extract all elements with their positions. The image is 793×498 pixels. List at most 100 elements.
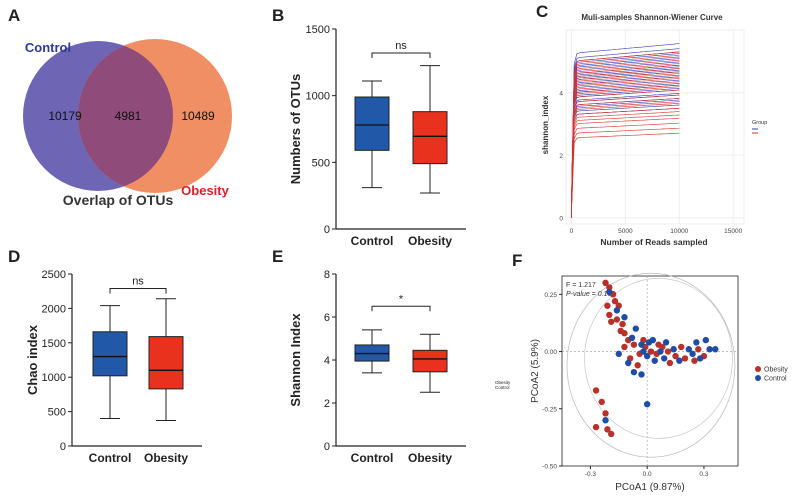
rarefaction-curve-control — [571, 74, 680, 218]
significance-label-b: ns — [395, 40, 407, 52]
rarefaction-curve-obesity — [571, 81, 680, 218]
venn-count-control: 10179 — [48, 109, 82, 123]
chart-title-c: Muli-samples Shannon-Wiener Curve — [581, 13, 723, 22]
scatter-point-control — [602, 417, 609, 424]
tick-label-y-d: 500 — [48, 407, 66, 419]
scatter-point-obesity — [602, 410, 609, 417]
scatter-point-control — [638, 341, 645, 348]
scatter-point-obesity — [608, 318, 615, 325]
category-label-e: Obesity — [408, 451, 452, 465]
venn-label-control: Control — [25, 40, 71, 55]
rarefaction-curve-obesity — [571, 63, 680, 218]
scatter-point-obesity — [691, 357, 698, 364]
scatter-point-control — [657, 348, 664, 355]
tick-label-y-f: 0.25 — [544, 292, 557, 299]
scatter-point-obesity — [619, 320, 626, 328]
scatter-point-obesity — [604, 426, 611, 433]
category-label-e: Control — [351, 451, 394, 465]
tick-label-y-c: 2 — [559, 153, 563, 160]
rarefaction-curve-obesity — [571, 64, 680, 218]
rarefaction-curve-obesity — [571, 71, 680, 218]
scatter-point-obesity — [666, 359, 674, 367]
scatter-point-obesity — [606, 311, 613, 319]
venn-overlap — [78, 41, 173, 191]
rarefaction-curve-control — [571, 53, 680, 218]
rarefaction-curve-obesity — [571, 76, 680, 218]
scatter-point-control — [662, 339, 670, 346]
scatter-point-obesity — [664, 348, 672, 355]
tick-label-y-d: 1000 — [42, 372, 66, 384]
box-b-control — [354, 96, 390, 151]
rarefaction-curve-obesity — [571, 78, 680, 218]
scatter-point-control — [643, 400, 651, 408]
tick-label-y-b: 0 — [324, 224, 330, 236]
tick-label-x-c: 15000 — [724, 228, 742, 235]
panel-label-e: E — [272, 247, 284, 266]
rarefaction-curve-control — [571, 61, 680, 218]
scatter-point-control — [696, 355, 704, 362]
scatter-point-control — [702, 336, 710, 344]
panel-label-a: A — [8, 6, 21, 25]
rarefaction-curve-control — [571, 104, 680, 218]
scatter-point-control — [613, 307, 621, 314]
scatter-point-control — [689, 350, 696, 358]
legend-label-f-obesity: Obesity — [764, 367, 788, 374]
tick-label-y-e: 6 — [324, 312, 330, 324]
category-label-d: Obesity — [144, 451, 188, 465]
scatter-point-control — [625, 359, 632, 367]
tick-label-x-f: 0.0 — [643, 471, 652, 478]
tick-label-x-c: 10000 — [670, 228, 688, 235]
scatter-point-control — [606, 288, 613, 296]
confidence-ellipse-control — [584, 278, 733, 439]
tick-label-y-d: 2500 — [42, 269, 66, 281]
tick-label-y-d: 1500 — [42, 338, 66, 350]
confidence-ellipse-obesity — [566, 272, 736, 458]
rarefaction-curve-control — [571, 69, 680, 218]
rarefaction-curve-obesity — [571, 51, 680, 218]
rarefaction-curve-obesity — [571, 111, 680, 218]
scatter-point-obesity — [630, 341, 638, 348]
panel-label-d: D — [8, 247, 21, 266]
rarefaction-curve-control — [571, 66, 680, 218]
scatter-point-control — [640, 348, 647, 355]
category-label-d: Control — [89, 451, 132, 465]
significance-label-e: * — [399, 293, 404, 305]
legend-title-c: Group — [752, 120, 767, 126]
rarefaction-curve-control — [571, 99, 680, 218]
scatter-point-control — [643, 352, 651, 360]
y-axis-label-f: PCoA2 (5.9%) — [530, 339, 541, 403]
scatter-point-obesity — [611, 297, 619, 305]
y-axis-label-d: Chao index — [25, 324, 40, 395]
x-axis-label-c: Number of Reads sampled — [600, 237, 707, 247]
venn-count-intersection: 4981 — [115, 109, 142, 123]
rarefaction-curve-obesity — [571, 122, 680, 218]
scatter-point-control — [615, 350, 622, 358]
rarefaction-curve-control — [571, 58, 680, 218]
tick-label-y-f: 0.00 — [544, 349, 557, 356]
legend-dot-f-control — [755, 375, 761, 381]
tick-label-y-f: -0.25 — [542, 406, 557, 413]
scatter-point-obesity — [678, 343, 685, 351]
tick-label-x-c: 5000 — [618, 228, 633, 235]
rarefaction-curve-obesity — [571, 107, 680, 218]
panel-label-c: C — [536, 2, 549, 21]
annotation-f-stat: F = 1.217 — [566, 282, 596, 289]
scatter-point-control — [685, 346, 692, 353]
tick-label-y-b: 1000 — [306, 91, 330, 103]
significance-label-d: ns — [132, 275, 144, 287]
scatter-point-obesity — [608, 430, 615, 438]
rarefaction-curve-obesity — [571, 114, 680, 218]
scatter-point-obesity — [604, 302, 611, 309]
rarefaction-curve-obesity — [571, 127, 680, 218]
rarefaction-curve-obesity — [571, 68, 680, 218]
rarefaction-curve-obesity — [571, 101, 680, 218]
scatter-point-obesity — [681, 355, 689, 362]
scatter-point-control — [621, 314, 628, 321]
scatter-point-control — [712, 346, 719, 353]
side-legend-obesity: Obesity — [495, 380, 511, 385]
y-axis-label-e: Shannon Index — [288, 313, 303, 407]
significance-bracket-e — [371, 305, 431, 312]
legend-dot-f-obesity — [755, 366, 761, 372]
rarefaction-curve-obesity — [571, 84, 680, 218]
tick-label-y-b: 500 — [312, 157, 330, 169]
